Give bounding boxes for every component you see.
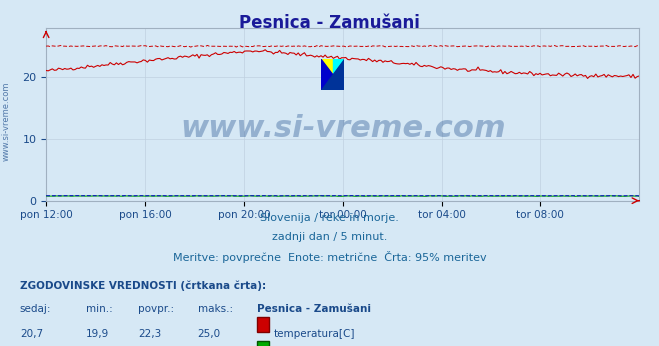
Text: 19,9: 19,9 <box>86 329 109 339</box>
Text: 22,3: 22,3 <box>138 329 161 339</box>
Text: min.:: min.: <box>86 304 113 315</box>
Text: zadnji dan / 5 minut.: zadnji dan / 5 minut. <box>272 232 387 242</box>
Text: www.si-vreme.com: www.si-vreme.com <box>180 113 505 143</box>
Text: Slovenija / reke in morje.: Slovenija / reke in morje. <box>260 213 399 223</box>
Polygon shape <box>321 59 345 90</box>
Text: povpr.:: povpr.: <box>138 304 175 315</box>
Text: 25,0: 25,0 <box>198 329 221 339</box>
Text: Pesnica - Zamušani: Pesnica - Zamušani <box>257 304 371 315</box>
Text: www.si-vreme.com: www.si-vreme.com <box>2 81 11 161</box>
Text: ZGODOVINSKE VREDNOSTI (črtkana črta):: ZGODOVINSKE VREDNOSTI (črtkana črta): <box>20 280 266 291</box>
Text: sedaj:: sedaj: <box>20 304 51 315</box>
Text: Pesnica - Zamušani: Pesnica - Zamušani <box>239 14 420 32</box>
Text: temperatura[C]: temperatura[C] <box>273 329 355 339</box>
Text: Meritve: povprečne  Enote: metrične  Črta: 95% meritev: Meritve: povprečne Enote: metrične Črta:… <box>173 251 486 263</box>
Polygon shape <box>321 59 345 90</box>
Text: maks.:: maks.: <box>198 304 233 315</box>
Text: 20,7: 20,7 <box>20 329 43 339</box>
Bar <box>321 59 333 74</box>
Bar <box>333 59 345 74</box>
